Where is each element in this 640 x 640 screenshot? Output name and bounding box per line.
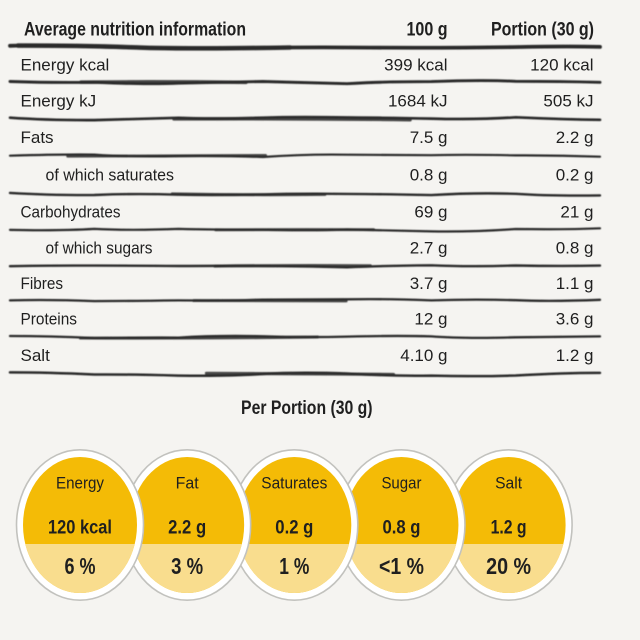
svg-text:120 kcal: 120 kcal bbox=[48, 518, 112, 539]
svg-text:399 kcal: 399 kcal bbox=[384, 55, 447, 74]
svg-text:0.2 g: 0.2 g bbox=[275, 518, 313, 539]
svg-text:100 g: 100 g bbox=[407, 20, 448, 41]
svg-text:Per Portion (30 g): Per Portion (30 g) bbox=[241, 398, 373, 419]
svg-text:1 %: 1 % bbox=[279, 553, 309, 579]
svg-text:Proteins: Proteins bbox=[21, 310, 78, 329]
svg-text:6 %: 6 % bbox=[65, 553, 96, 579]
svg-text:Fat: Fat bbox=[176, 474, 199, 493]
svg-text:3 %: 3 % bbox=[171, 553, 203, 579]
svg-text:Salt: Salt bbox=[495, 474, 522, 493]
svg-text:1.2 g: 1.2 g bbox=[556, 346, 594, 365]
svg-text:2.2 g: 2.2 g bbox=[168, 518, 206, 539]
svg-text:Fibres: Fibres bbox=[21, 274, 64, 293]
svg-text:4.10 g: 4.10 g bbox=[400, 346, 447, 365]
svg-text:3.7 g: 3.7 g bbox=[410, 274, 448, 293]
svg-text:12 g: 12 g bbox=[414, 310, 447, 329]
svg-text:1684 kJ: 1684 kJ bbox=[388, 91, 448, 110]
svg-text:<1 %: <1 % bbox=[379, 553, 424, 579]
svg-text:Saturates: Saturates bbox=[261, 474, 327, 493]
svg-text:Energy kcal: Energy kcal bbox=[21, 55, 110, 74]
svg-text:Fats: Fats bbox=[21, 128, 54, 147]
svg-text:Salt: Salt bbox=[21, 346, 51, 365]
svg-text:Sugar: Sugar bbox=[381, 474, 421, 493]
svg-text:of which sugars: of which sugars bbox=[46, 238, 153, 257]
svg-text:Energy kJ: Energy kJ bbox=[21, 91, 97, 110]
svg-text:120 kcal: 120 kcal bbox=[530, 55, 593, 74]
svg-text:3.6 g: 3.6 g bbox=[556, 310, 594, 329]
svg-text:Carbohydrates: Carbohydrates bbox=[21, 202, 121, 221]
svg-text:505 kJ: 505 kJ bbox=[543, 91, 593, 110]
svg-text:Energy: Energy bbox=[56, 474, 104, 493]
svg-text:Portion (30 g): Portion (30 g) bbox=[491, 20, 594, 41]
svg-text:1.2 g: 1.2 g bbox=[491, 518, 527, 539]
svg-text:20 %: 20 % bbox=[486, 553, 531, 579]
svg-text:0.8 g: 0.8 g bbox=[410, 165, 448, 184]
svg-text:0.8 g: 0.8 g bbox=[382, 518, 420, 539]
svg-text:of which saturates: of which saturates bbox=[46, 165, 175, 184]
svg-text:2.7 g: 2.7 g bbox=[410, 238, 448, 257]
svg-text:7.5 g: 7.5 g bbox=[410, 128, 448, 147]
svg-text:Average nutrition information: Average nutrition information bbox=[24, 20, 246, 41]
svg-text:2.2 g: 2.2 g bbox=[556, 128, 594, 147]
svg-text:1.1 g: 1.1 g bbox=[556, 274, 594, 293]
svg-text:21 g: 21 g bbox=[560, 202, 593, 221]
svg-text:69 g: 69 g bbox=[414, 202, 447, 221]
svg-text:0.2 g: 0.2 g bbox=[556, 165, 594, 184]
svg-text:0.8 g: 0.8 g bbox=[556, 238, 594, 257]
